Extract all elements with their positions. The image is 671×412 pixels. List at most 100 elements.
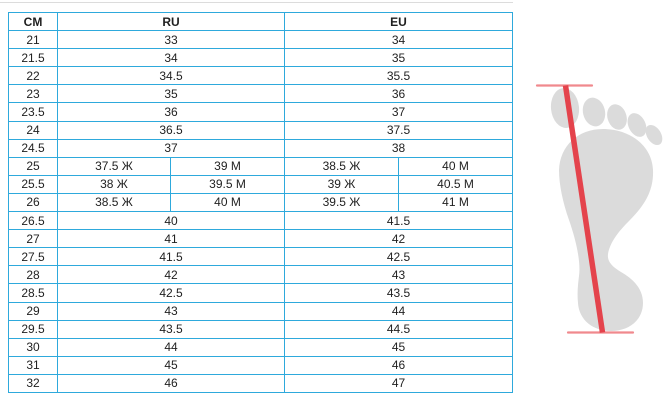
cell-eu: 47 [283,373,514,393]
table-header-row: CM RU EU [8,11,514,32]
cell-cm: 27 [8,229,58,249]
foot-sole [559,128,654,331]
measuring-line-group [535,84,635,334]
cell-cm: 21 [8,30,58,50]
cell-eu: 37.5 [283,120,514,140]
cell-cm: 24.5 [8,138,58,158]
cell-ru: 35 [57,84,285,104]
cell-eu: 45 [283,337,514,357]
cell-eu-men: 40.5 М [397,174,514,194]
cell-eu-men: 41 М [397,192,514,213]
header-ru: RU [57,11,285,32]
table-row: 30 44 45 [8,337,514,357]
cell-ru-men: 40 М [170,192,285,213]
second-toe [582,97,606,127]
cell-eu: 34 [283,30,514,50]
cell-ru: 33 [57,30,285,50]
cell-ru: 43.5 [57,319,285,339]
cell-ru-men: 39.5 М [170,174,285,194]
cell-ru: 36.5 [57,120,285,140]
cell-eu-women: 38.5 Ж [284,156,399,176]
cell-cm: 25.5 [8,174,58,194]
table-row-split: 25 37.5 Ж 39 М 38.5 Ж 40 М [8,156,514,176]
header-cm: CM [8,11,58,32]
cell-ru: 44 [57,337,285,357]
cell-ru: 46 [57,373,285,393]
table-row-split: 26 38.5 Ж 40 М 39.5 Ж 41 М [8,192,514,213]
table-row: 28 42 43 [8,265,514,285]
table-row: 29 43 44 [8,301,514,321]
cell-eu: 44 [283,301,514,321]
cell-ru: 45 [57,355,285,375]
cell-eu: 41.5 [283,211,514,231]
cell-eu-men: 40 М [397,156,514,176]
table-row: 26.5 40 41.5 [8,211,514,231]
table-row: 21.5 34 35 [8,48,514,68]
table-row: 32 46 47 [8,373,514,393]
cell-ru: 42 [57,265,285,285]
cell-cm: 25 [8,156,58,176]
cell-cm: 26.5 [8,211,58,231]
third-toe [607,104,627,130]
cell-cm: 22 [8,66,58,86]
table-row: 24.5 37 38 [8,138,514,158]
cell-ru-women: 37.5 Ж [57,156,171,176]
table-row: 23 35 36 [8,84,514,104]
footprint-icon [550,88,663,331]
cell-eu: 43 [283,265,514,285]
table-row: 31 45 46 [8,355,514,375]
cell-ru: 43 [57,301,285,321]
cell-cm: 29 [8,301,58,321]
table-row: 21 33 34 [8,30,514,50]
table-row: 29.5 43.5 44.5 [8,319,514,339]
cell-cm: 23.5 [8,102,58,122]
cell-eu: 36 [283,84,514,104]
cell-eu: 43.5 [283,283,514,303]
page-top-divider [0,2,513,3]
cell-cm: 31 [8,355,58,375]
cell-eu: 44.5 [283,319,514,339]
cell-eu-women: 39 Ж [284,174,399,194]
cell-cm: 28 [8,265,58,285]
shoe-size-conversion-table: CM RU EU 21 33 34 21.5 34 35 22 34.5 35.… [8,11,514,393]
cell-eu: 35 [283,48,514,68]
cell-ru: 40 [57,211,285,231]
cell-ru-women: 38.5 Ж [57,192,171,213]
fourth-toe [627,113,647,137]
table-row: 27 41 42 [8,229,514,249]
little-toe [645,124,663,146]
cell-cm: 29.5 [8,319,58,339]
cell-eu: 42 [283,229,514,249]
table-row: 22 34.5 35.5 [8,66,514,86]
cell-eu: 37 [283,102,514,122]
cell-cm: 24 [8,120,58,140]
cell-ru-men: 39 М [170,156,285,176]
cell-ru: 37 [57,138,285,158]
table-row: 23.5 36 37 [8,102,514,122]
cell-cm: 32 [8,373,58,393]
cell-eu: 42.5 [283,247,514,267]
cell-eu-women: 39.5 Ж [284,192,399,213]
cell-cm: 27.5 [8,247,58,267]
measure-diagonal-line [562,85,606,333]
cell-cm: 30 [8,337,58,357]
cell-ru: 34 [57,48,285,68]
cell-eu: 46 [283,355,514,375]
foot-measurement-illustration [535,84,663,334]
cell-cm: 28.5 [8,283,58,303]
cell-ru: 42.5 [57,283,285,303]
table-row-split: 25.5 38 Ж 39.5 М 39 Ж 40.5 М [8,174,514,194]
cell-ru: 41.5 [57,247,285,267]
cell-ru: 41 [57,229,285,249]
cell-cm: 26 [8,192,58,213]
cell-cm: 21.5 [8,48,58,68]
cell-cm: 23 [8,84,58,104]
header-eu: EU [283,11,514,32]
table-row: 28.5 42.5 43.5 [8,283,514,303]
cell-ru: 34.5 [57,66,285,86]
cell-ru-women: 38 Ж [57,174,171,194]
table-row: 27.5 41.5 42.5 [8,247,514,267]
cell-eu: 38 [283,138,514,158]
cell-ru: 36 [57,102,285,122]
cell-eu: 35.5 [283,66,514,86]
